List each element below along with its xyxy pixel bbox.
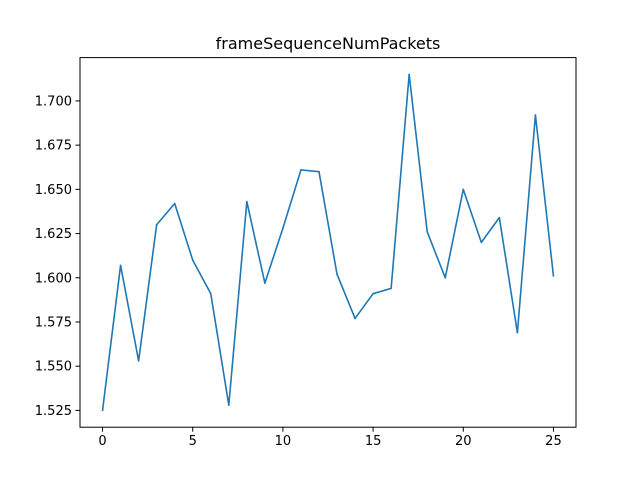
series-line	[101, 73, 555, 411]
data-point	[191, 259, 194, 261]
x-axis-ticks: 0 5 10 15 20 25	[98, 427, 562, 449]
data-point	[534, 114, 537, 116]
data-point	[101, 409, 104, 412]
plot-area-frame	[79, 57, 577, 428]
y-tick-label: 1.575	[35, 315, 72, 330]
data-point	[480, 241, 483, 244]
y-tick-label: 1.625	[35, 227, 72, 242]
data-point	[119, 264, 122, 267]
data-point	[155, 223, 158, 226]
chart-title: frameSequenceNumPackets	[216, 34, 441, 53]
data-point	[246, 200, 248, 203]
x-tick-label: 25	[545, 434, 562, 449]
y-tick-label: 1.600	[35, 271, 72, 286]
y-tick-label: 1.525	[35, 404, 72, 419]
y-tick-label: 1.700	[35, 94, 72, 109]
data-point	[137, 360, 140, 362]
y-tick-label: 1.650	[35, 183, 72, 198]
x-tick-label: 5	[189, 434, 197, 449]
data-point	[336, 273, 338, 276]
data-point	[462, 188, 465, 191]
x-tick-label: 15	[365, 434, 382, 449]
x-tick-label: 10	[275, 434, 292, 449]
data-point	[264, 282, 266, 284]
data-point	[516, 331, 519, 334]
data-point	[209, 292, 212, 295]
data-point	[282, 227, 284, 230]
data-point	[300, 169, 302, 171]
x-tick-label: 0	[98, 434, 106, 449]
data-point	[228, 404, 230, 406]
y-axis-ticks: 1.525 1.550 1.575 1.600 1.625 1.650 1.675 1.700	[35, 94, 80, 419]
data-point	[444, 276, 447, 279]
data-point	[552, 275, 555, 277]
data-point	[354, 317, 356, 320]
y-tick-label: 1.550	[35, 360, 72, 375]
data-point	[408, 73, 410, 76]
x-tick-label: 20	[455, 434, 472, 449]
y-tick-label: 1.675	[35, 139, 72, 154]
data-point	[372, 292, 374, 295]
data-point	[498, 216, 501, 219]
data-point	[426, 230, 429, 233]
data-point	[173, 202, 176, 205]
data-point	[318, 170, 320, 173]
series-layer	[101, 73, 555, 412]
data-point	[390, 287, 392, 290]
